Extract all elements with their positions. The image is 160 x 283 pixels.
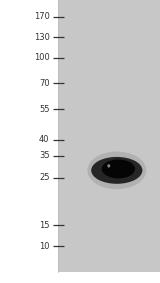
Text: 55: 55 — [39, 105, 50, 114]
Text: 70: 70 — [39, 79, 50, 88]
Text: 130: 130 — [34, 33, 50, 42]
Text: 170: 170 — [34, 12, 50, 22]
Text: 15: 15 — [39, 221, 50, 230]
Ellipse shape — [102, 160, 135, 178]
Ellipse shape — [91, 157, 142, 184]
Text: 25: 25 — [39, 173, 50, 182]
Text: 10: 10 — [39, 242, 50, 251]
Ellipse shape — [87, 152, 146, 189]
Text: 35: 35 — [39, 151, 50, 160]
Text: 40: 40 — [39, 135, 50, 144]
Text: 100: 100 — [34, 53, 50, 62]
Ellipse shape — [107, 164, 110, 168]
Bar — [58, 0, 160, 272]
